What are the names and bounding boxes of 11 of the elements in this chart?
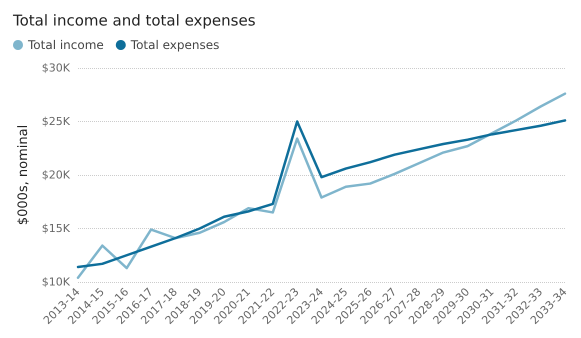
legend-label: Total income — [27, 38, 104, 52]
line-series — [76, 119, 566, 268]
y-tick-label: $25K — [42, 115, 71, 128]
y-tick-label: $15K — [42, 222, 71, 235]
y-tick-label: $20K — [42, 168, 71, 182]
y-tick-label: $30K — [42, 62, 71, 74]
chart-title: Total income and total expenses — [12, 12, 256, 30]
y-axis-title: $000s, nominal — [16, 124, 31, 226]
y-tick-label: $10K — [42, 276, 71, 288]
line-series — [76, 92, 566, 279]
legend-label: Total expenses — [130, 38, 220, 52]
